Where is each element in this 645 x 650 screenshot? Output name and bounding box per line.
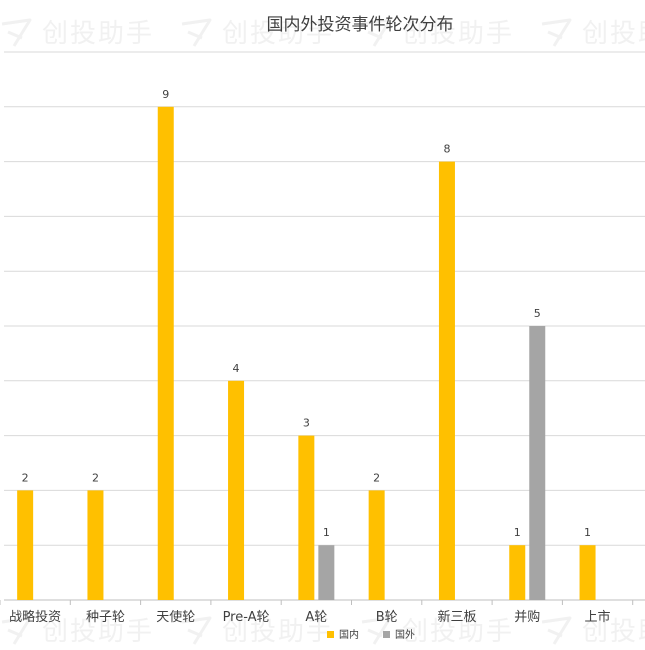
- watermark-text: 创投助手: [222, 617, 334, 647]
- legend: 国内 国外: [327, 628, 415, 641]
- x-tick-label: 上市: [585, 609, 611, 625]
- bar-domestic: [87, 490, 104, 600]
- data-label-domestic: 2: [22, 471, 29, 484]
- data-label-foreign: 5: [534, 307, 541, 320]
- x-tick-label: 新三板: [437, 609, 476, 625]
- watermark-logo-icon: [181, 18, 212, 47]
- watermark-6: 创投助手: [181, 616, 334, 647]
- watermark-3: 创投助手: [361, 18, 514, 49]
- bar-domestic: [438, 161, 455, 600]
- legend-swatch: [383, 631, 390, 638]
- data-label-domestic: 2: [373, 471, 380, 484]
- watermark-text: 创投助手: [42, 617, 154, 647]
- watermark-text: 创投助手: [402, 617, 514, 647]
- x-tick-label: 并购: [514, 609, 540, 625]
- watermark-text: 创投助手: [222, 19, 334, 49]
- data-label-domestic: 1: [514, 526, 521, 539]
- watermark-logo-icon: [361, 616, 392, 645]
- data-label-domestic: 4: [233, 362, 240, 375]
- watermark-logo-icon: [1, 616, 32, 645]
- data-label-foreign: 1: [323, 526, 330, 539]
- bar-domestic: [509, 545, 526, 600]
- watermark-2: 创投助手: [181, 18, 334, 49]
- legend-label: 国内: [339, 628, 359, 641]
- bar-domestic: [579, 545, 596, 600]
- bar-domestic: [17, 490, 34, 600]
- watermark-text: 创投助手: [402, 19, 514, 49]
- x-axis: 战略投资 种子轮 天使轮 Pre-A轮 A轮 B轮 新三板 并购 上市: [0, 600, 634, 625]
- bar-domestic: [157, 106, 174, 601]
- bars-group: [17, 106, 596, 601]
- watermark-layer: 创投助手创投助手创投助手创投助手创投助手创投助手创投助手创投助手: [1, 18, 645, 647]
- watermark-1: 创投助手: [1, 18, 154, 49]
- watermark-5: 创投助手: [1, 616, 154, 647]
- watermark-7: 创投助手: [361, 616, 514, 647]
- watermark-text: 创投助手: [582, 617, 645, 647]
- data-label-domestic: 2: [92, 471, 99, 484]
- watermark-logo-icon: [181, 616, 212, 645]
- watermark-text: 创投助手: [582, 19, 645, 49]
- watermark-logo-icon: [541, 616, 572, 645]
- bar-foreign: [529, 326, 546, 600]
- x-tick-label: 种子轮: [86, 610, 125, 625]
- data-labels-group: 2 2 9 4 3 1 2 8 1 5 1: [22, 88, 591, 539]
- watermark-logo-icon: [1, 18, 32, 47]
- x-tick-label: Pre-A轮: [223, 610, 270, 625]
- bar-domestic: [228, 380, 245, 600]
- chart-title: 国内外投资事件轮次分布: [267, 15, 454, 35]
- x-tick-label: B轮: [376, 610, 398, 625]
- legend-label: 国外: [395, 629, 415, 641]
- x-tick-label: 天使轮: [156, 609, 195, 625]
- watermark-8: 创投助手: [541, 616, 645, 647]
- watermark-logo-icon: [361, 18, 392, 47]
- data-label-domestic: 3: [303, 417, 310, 430]
- x-tick-label: A轮: [305, 610, 327, 625]
- watermark-text: 创投助手: [42, 19, 154, 49]
- data-label-domestic: 8: [443, 143, 450, 156]
- data-label-domestic: 9: [162, 88, 169, 101]
- bar-domestic: [298, 435, 315, 600]
- x-tick-label: 战略投资: [9, 609, 61, 625]
- legend-swatch: [327, 631, 334, 638]
- data-label-domestic: 1: [584, 526, 591, 539]
- bar-domestic: [368, 490, 385, 600]
- watermark-logo-icon: [541, 18, 572, 47]
- watermark-4: 创投助手: [541, 18, 645, 49]
- bar-foreign: [318, 545, 335, 600]
